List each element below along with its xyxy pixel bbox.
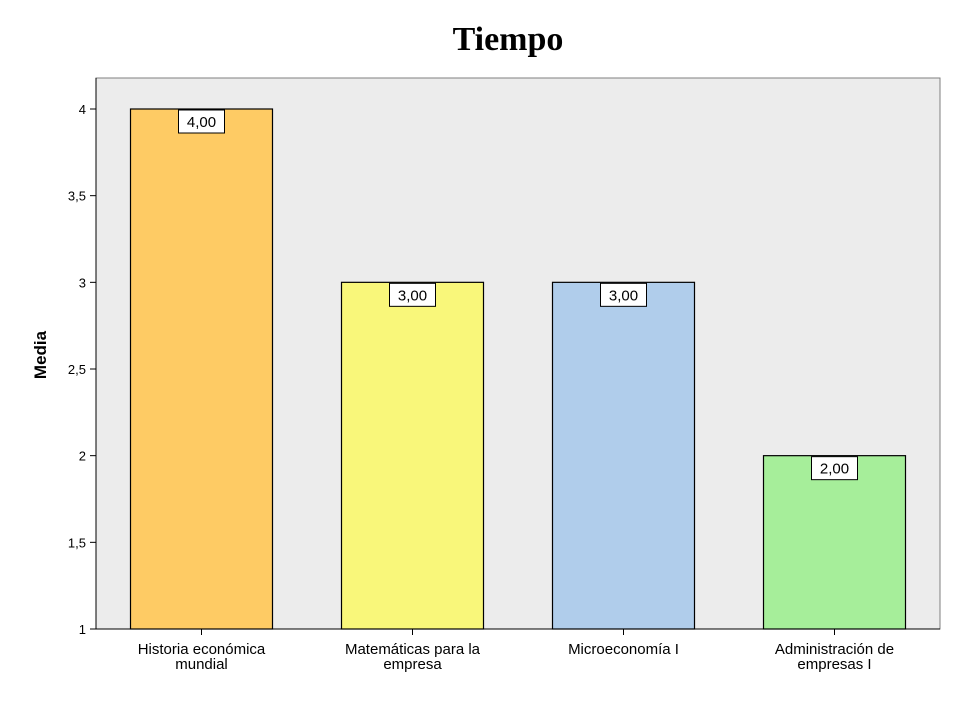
x-tick-label-line: mundial	[175, 656, 228, 673]
data-label-box	[811, 456, 858, 481]
data-label: 3,00	[609, 287, 638, 304]
bar	[551, 281, 696, 630]
x-axis: Historia económica mundial Matemáticas par…	[96, 628, 940, 673]
y-tick-label: 4	[79, 102, 86, 117]
x-tick-label-line: empresa	[383, 656, 442, 673]
x-tick-label-line: Matemáticas para la	[345, 641, 481, 658]
bar	[129, 108, 274, 630]
y-tick-label: 3	[79, 275, 86, 290]
y-axis-label: Media	[31, 330, 50, 379]
y-tick-label: 1	[79, 622, 86, 637]
y-axis: 1 1,5 2 2,5 3 3,5 4	[68, 78, 97, 637]
data-label-box	[178, 109, 225, 134]
bars-group: 4,00 3,00 3,00 2,00	[129, 108, 907, 630]
x-tick-label-line: Historia económica	[138, 641, 266, 658]
x-tick-label: Historia económica mundial	[138, 641, 266, 673]
y-tick-label: 1,5	[68, 535, 86, 550]
data-label-box	[600, 282, 647, 307]
x-tick-label-line: empresas I	[797, 656, 871, 673]
bar	[762, 455, 907, 630]
x-tick-label: Microeconomía I	[568, 641, 679, 658]
x-tick-label-line: Administración de	[775, 641, 894, 658]
data-label: 2,00	[820, 461, 849, 478]
y-tick-label: 2	[79, 449, 86, 464]
bar	[340, 281, 485, 630]
x-tick-label-line: Microeconomía I	[568, 641, 679, 658]
data-label: 3,00	[398, 287, 427, 304]
y-tick-label: 3,5	[68, 189, 86, 204]
data-label-box	[389, 282, 436, 307]
y-tick-label: 2,5	[68, 362, 86, 377]
x-tick-label: Matemáticas para la empresa	[345, 641, 481, 673]
x-tick-label: Administración de empresas I	[775, 641, 894, 673]
data-label: 4,00	[187, 114, 216, 131]
chart-title: Tiempo	[453, 21, 564, 58]
